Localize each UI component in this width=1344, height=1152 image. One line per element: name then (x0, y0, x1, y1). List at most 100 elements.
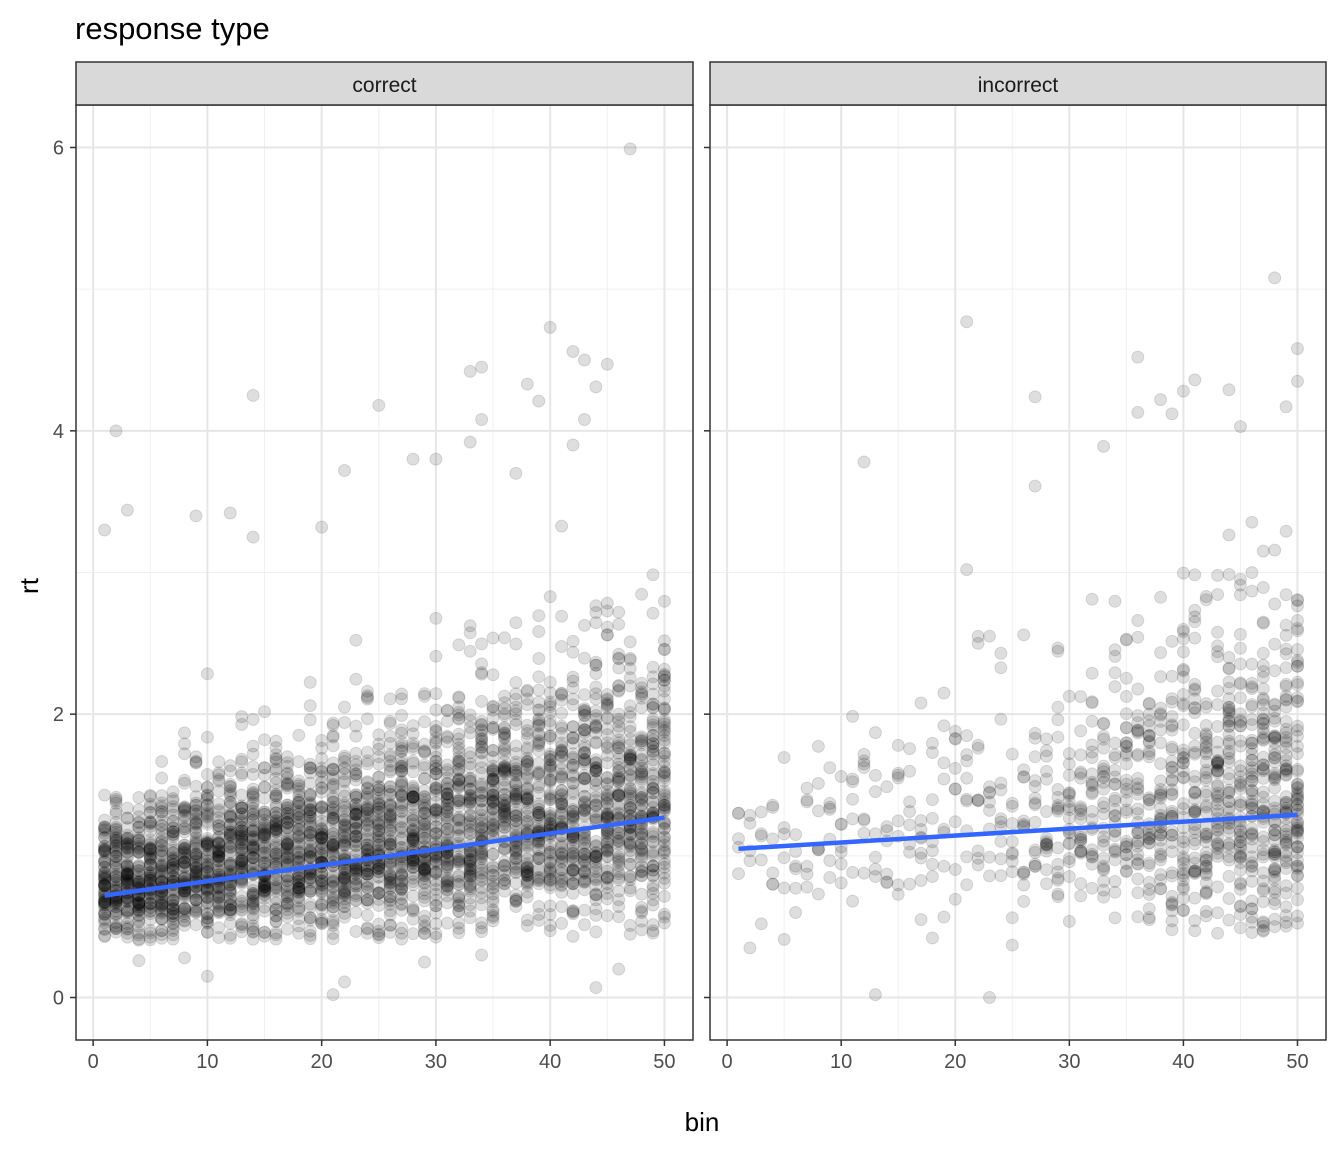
scatter-point (223, 883, 237, 897)
scatter-point (1165, 773, 1179, 787)
scatter-point (132, 791, 146, 804)
scatter-point (132, 839, 146, 853)
scatter-point (132, 933, 146, 947)
scatter-point (235, 857, 249, 870)
scatter-point (98, 877, 112, 891)
scatter-point (189, 906, 203, 920)
scatter-point (269, 806, 283, 820)
scatter-point (1062, 689, 1076, 703)
scatter-point (143, 844, 157, 858)
scatter-point (246, 795, 260, 809)
scatter-point (178, 804, 191, 818)
scatter-point (269, 817, 283, 831)
scatter-point (463, 720, 477, 734)
scatter-point (235, 752, 249, 766)
scatter-point (200, 781, 214, 795)
scatter-point (178, 902, 191, 916)
scatter-point (166, 800, 180, 814)
scatter-point (166, 821, 180, 835)
scatter-point (1131, 630, 1145, 644)
scatter-point (1256, 733, 1270, 747)
scatter-point (1119, 633, 1133, 647)
scatter-point (372, 794, 386, 808)
scatter-point (246, 886, 260, 900)
scatter-point (120, 845, 134, 859)
scatter-point (246, 833, 260, 847)
scatter-point (566, 692, 580, 706)
scatter-point (120, 876, 134, 890)
scatter-point (143, 833, 157, 847)
scatter-point (292, 845, 306, 859)
scatter-point (732, 832, 745, 846)
scatter-point (1222, 892, 1236, 905)
scatter-point (235, 841, 249, 855)
scatter-point (1199, 909, 1213, 923)
scatter-point (383, 869, 397, 883)
scatter-point-outlier (475, 413, 489, 426)
scatter-point (418, 737, 431, 751)
scatter-point (646, 926, 660, 940)
scatter-point (98, 821, 112, 835)
scatter-point (1199, 771, 1213, 785)
scatter-point (143, 897, 157, 911)
scatter-point (498, 814, 511, 828)
scatter-point (223, 825, 237, 839)
scatter-point (212, 822, 226, 836)
scatter-point (98, 842, 112, 856)
scatter-point-outlier (868, 988, 882, 1002)
scatter-point (303, 766, 317, 780)
scatter-point (98, 872, 112, 886)
scatter-point (983, 795, 996, 809)
scatter-point-outlier (1017, 628, 1031, 642)
scatter-point (1222, 528, 1236, 542)
scatter-point (429, 703, 443, 717)
scatter-point (200, 884, 214, 898)
scatter-point (269, 734, 283, 748)
scatter-point (303, 884, 317, 898)
scatter-point (200, 815, 214, 829)
scatter-point (258, 846, 271, 860)
scatter-point (292, 884, 306, 898)
scatter-point (486, 772, 500, 786)
scatter-point (200, 899, 214, 913)
scatter-point (303, 713, 317, 727)
scatter-point (1165, 845, 1179, 859)
scatter-point (223, 903, 237, 917)
scatter-point (235, 833, 249, 847)
scatter-point (1188, 769, 1202, 783)
scatter-point (223, 857, 237, 871)
scatter-point (258, 929, 271, 943)
scatter-point (246, 810, 260, 824)
scatter-point (566, 776, 580, 790)
scatter-point (189, 836, 203, 850)
scatter-point (143, 896, 157, 910)
scatter-point (212, 843, 226, 857)
scatter-point (98, 907, 112, 921)
scatter-point-outlier (914, 913, 928, 927)
scatter-point (349, 719, 363, 733)
scatter-point (109, 845, 123, 859)
scatter-point (155, 826, 169, 840)
scatter-point (303, 826, 317, 840)
scatter-point (948, 724, 962, 738)
scatter-point (223, 836, 237, 850)
scatter-point (1188, 631, 1202, 645)
scatter-point (235, 801, 249, 815)
scatter-point (280, 897, 294, 911)
scatter-point (566, 750, 580, 764)
scatter-point (120, 920, 134, 934)
scatter-point (98, 845, 112, 858)
scatter-point-outlier (960, 563, 974, 577)
scatter-point (1233, 799, 1247, 813)
scatter-point (155, 891, 169, 905)
scatter-point (395, 812, 409, 826)
scatter-point (292, 728, 306, 742)
scatter-point (777, 851, 791, 865)
x-tick-label: 30 (425, 1051, 447, 1073)
scatter-point (269, 892, 283, 906)
scatter-point (235, 824, 249, 838)
scatter-point (589, 760, 603, 774)
scatter-point (212, 811, 226, 824)
scatter-point (1176, 718, 1190, 732)
scatter-point (178, 860, 191, 874)
